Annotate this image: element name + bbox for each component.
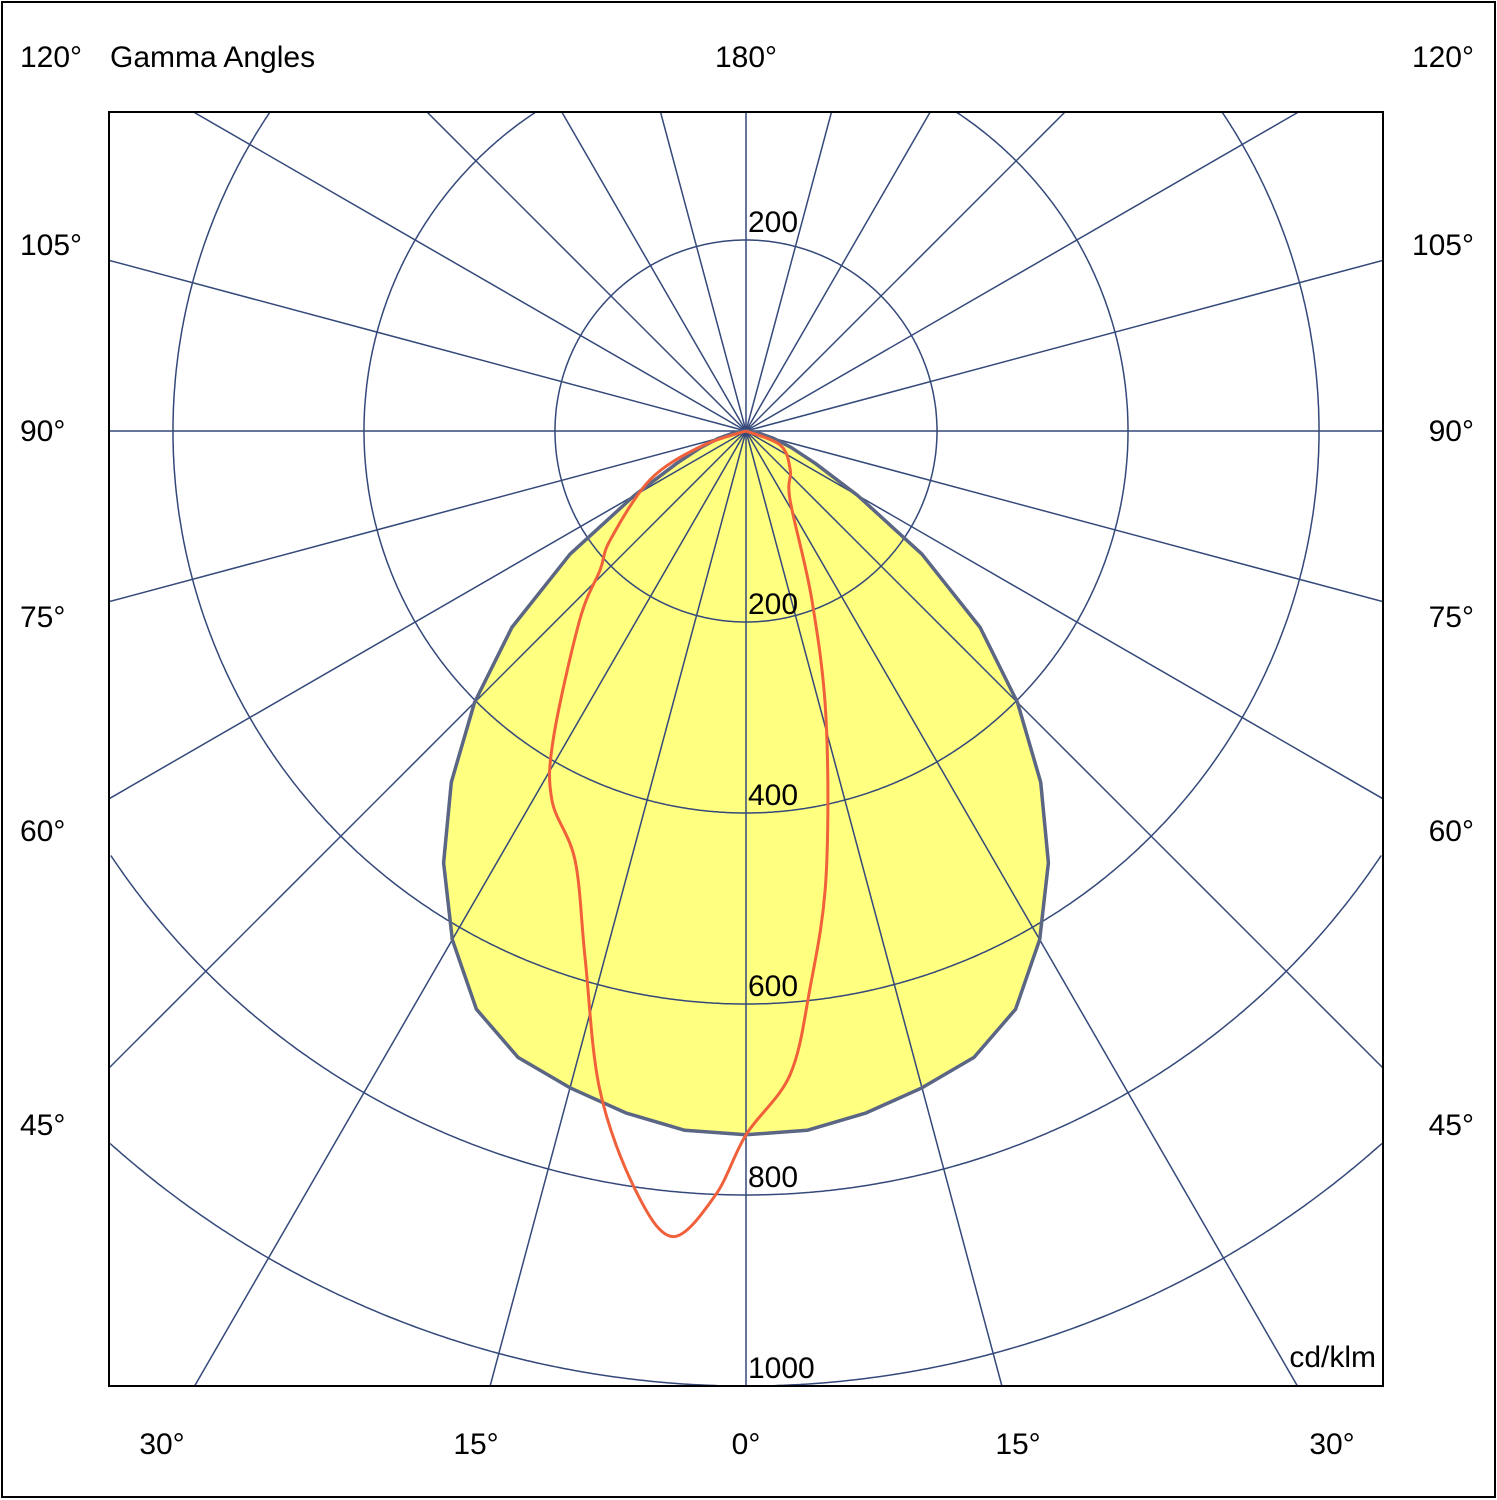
grid-radial-line: [745, 430, 1383, 1069]
grid-radial-line: [193, 112, 747, 432]
angle-label-right: 90°: [1429, 415, 1474, 448]
radial-tick-label: 800: [748, 1161, 798, 1194]
grid-radial-line: [193, 430, 747, 1386]
grid-circle-400: [363, 112, 1129, 814]
radial-tick-label: 600: [748, 970, 798, 1003]
angle-label-right: 105°: [1412, 229, 1474, 262]
angle-label-bottom: 15°: [453, 1428, 498, 1461]
radial-tick-label: 200: [748, 588, 798, 621]
grid-radial-line: [745, 430, 1003, 1386]
grid-radial-line: [109, 430, 747, 603]
top-angle-label: 180°: [715, 41, 777, 74]
grid-radial-line: [745, 259, 1383, 432]
grid-radial-line: [745, 112, 1299, 432]
plot-frame: [108, 111, 1384, 1387]
grid-radial-line: [745, 430, 1299, 1386]
angle-label-right: 45°: [1429, 1109, 1474, 1142]
angle-label-left: 105°: [20, 229, 82, 262]
grid-radial-line: [745, 430, 1383, 603]
angle-label-right: 60°: [1429, 815, 1474, 848]
grid-radial-line: [489, 430, 747, 1386]
angle-label-left: 60°: [20, 815, 65, 848]
grid-circle-1000: [109, 1142, 1383, 1386]
angle-label-bottom: 0°: [732, 1428, 761, 1461]
angle-label-left: 45°: [20, 1109, 65, 1142]
grid-radial-line: [561, 112, 747, 432]
radial-label-upper: 200: [748, 206, 798, 239]
grid-radial-line: [426, 112, 747, 432]
grid-radial-line: [109, 259, 747, 432]
angle-label-bottom: 30°: [139, 1428, 184, 1461]
unit-label: cd/klm: [1289, 1341, 1376, 1374]
grid-radial-line: [745, 112, 1066, 432]
chart-title: Gamma Angles: [110, 41, 315, 74]
grid-radial-line: [745, 112, 833, 432]
radial-tick-label: 1000: [748, 1352, 815, 1385]
angle-label-left: 120°: [20, 41, 82, 74]
angle-label-right: 75°: [1429, 601, 1474, 634]
angle-label-bottom: 30°: [1309, 1428, 1354, 1461]
angle-label-right: 120°: [1412, 41, 1474, 74]
grid-radial-line: [109, 430, 747, 1069]
grid-radial-line: [659, 112, 747, 432]
angle-label-left: 90°: [20, 415, 65, 448]
grid-circle-600: [172, 112, 1320, 1005]
series-line-C90-C270: [548, 429, 830, 1239]
angle-label-left: 75°: [20, 601, 65, 634]
radial-tick-label: 400: [748, 779, 798, 812]
grid-radial-line: [745, 112, 931, 432]
angle-label-bottom: 15°: [995, 1428, 1040, 1461]
